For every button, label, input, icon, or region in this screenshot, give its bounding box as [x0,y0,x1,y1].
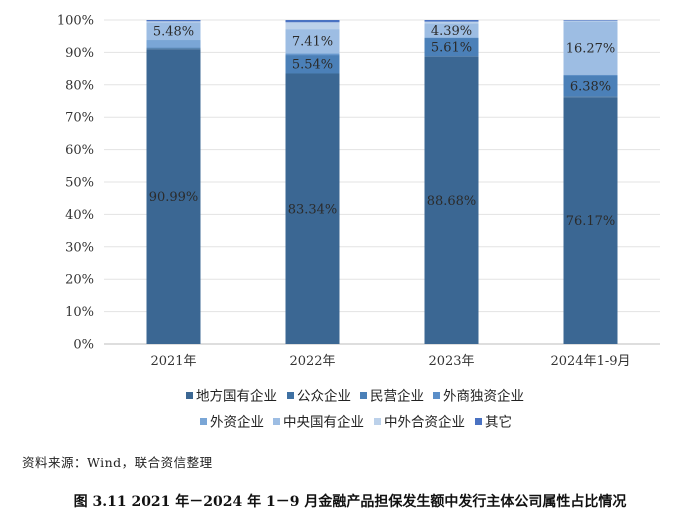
legend-label: 其它 [485,414,512,431]
bar-segment [146,48,201,50]
legend-swatch [273,418,280,425]
legend-swatch [433,392,440,399]
legend-label: 民营企业 [370,388,424,405]
bar-segment [563,74,618,75]
legend-swatch [475,418,482,425]
y-tick-label: 10% [65,305,94,320]
legend-label: 外商独资企业 [443,388,524,405]
y-tick-label: 20% [65,273,94,288]
bar-segment [563,20,618,21]
y-tick-label: 90% [65,46,94,61]
bar-segment [424,56,479,345]
bar-segment [146,21,201,23]
bar-segment [146,49,201,344]
bar-segment [563,97,618,344]
bar-segment [285,20,340,23]
legend-label: 公众企业 [297,388,351,405]
legend-swatch [374,418,381,425]
y-tick-label: 50% [65,176,94,191]
data-label: 5.61% [431,40,472,55]
bar-segment [563,21,618,75]
bar-segment [146,22,201,41]
bar-segment [146,20,201,22]
data-label: 88.68% [427,194,477,209]
y-tick-label: 30% [65,240,94,255]
bar-segment [285,22,340,30]
data-labels: 90.99% 5.48% 83.34% 5.54% 7.41% 88.68% 5.61%4.… [149,24,616,229]
y-tick-label: 40% [65,208,94,223]
figure-caption: 图 3.11 2021 年－2024 年 1－9 月金融产品担保发生额中发行主体… [73,494,627,510]
data-label: 5.54% [292,58,333,73]
bar-stacks [146,20,618,345]
bar-segment [285,73,340,74]
legend-label: 地方国有企业 [196,388,277,405]
x-axis-ticks: 2021年 2022年 2023年 2024年1-9月 [150,354,630,369]
bar-segment [146,40,201,48]
data-label: 5.48% [153,25,194,40]
legend-swatch [186,392,193,399]
legend-swatch [360,392,367,399]
data-label: 83.34% [288,202,338,217]
legend-swatch [200,418,207,425]
data-label: 7.41% [292,35,333,50]
legend-label: 中外合资企业 [384,414,465,431]
bar-segment [285,55,340,74]
data-label: 90.99% [149,190,199,205]
x-tick-label: 2021年 [150,354,196,369]
legend-label: 外资企业 [210,414,264,431]
bar-segment [146,47,201,49]
y-tick-label: 0% [73,338,94,353]
bar-segment [285,54,340,56]
y-axis-ticks: 0% 10% 20% 30% 40% 50% 60% 70% 80% 90% 100% [57,14,94,353]
x-tick-label: 2024年1-9月 [550,354,630,369]
bar-segment [424,56,479,57]
bar-segment [285,29,340,54]
data-label: 76.17% [566,214,616,229]
data-label: 6.38% [570,79,611,94]
data-label: 16.27% [566,41,616,56]
bar-segment [424,37,479,39]
bar-segment [285,73,340,345]
bar-segment [424,21,479,24]
bar-segment [563,75,618,97]
stacked-bar-chart: 0%10%20%30%40%50%60%70%80%90%100% 2021年 2… [57,14,660,431]
legend-swatch [287,392,294,399]
y-tick-label: 60% [65,143,94,158]
x-tick-label: 2023年 [428,354,474,369]
bar-segment [563,96,618,98]
bar-segment [424,20,479,22]
bar-segment [563,74,618,76]
legend-label: 中央国有企业 [283,414,364,431]
bar-segment [285,53,340,55]
y-tick-label: 100% [57,14,94,29]
bar-segment [424,23,479,38]
y-tick-label: 80% [65,78,94,93]
source-note: 资料来源：Wind，联合资信整理 [22,455,213,470]
y-tick-label: 70% [65,111,94,126]
x-tick-label: 2022年 [289,354,335,369]
data-label: 4.39% [431,24,472,39]
bar-segment [563,20,618,22]
bar-segment [424,37,479,57]
